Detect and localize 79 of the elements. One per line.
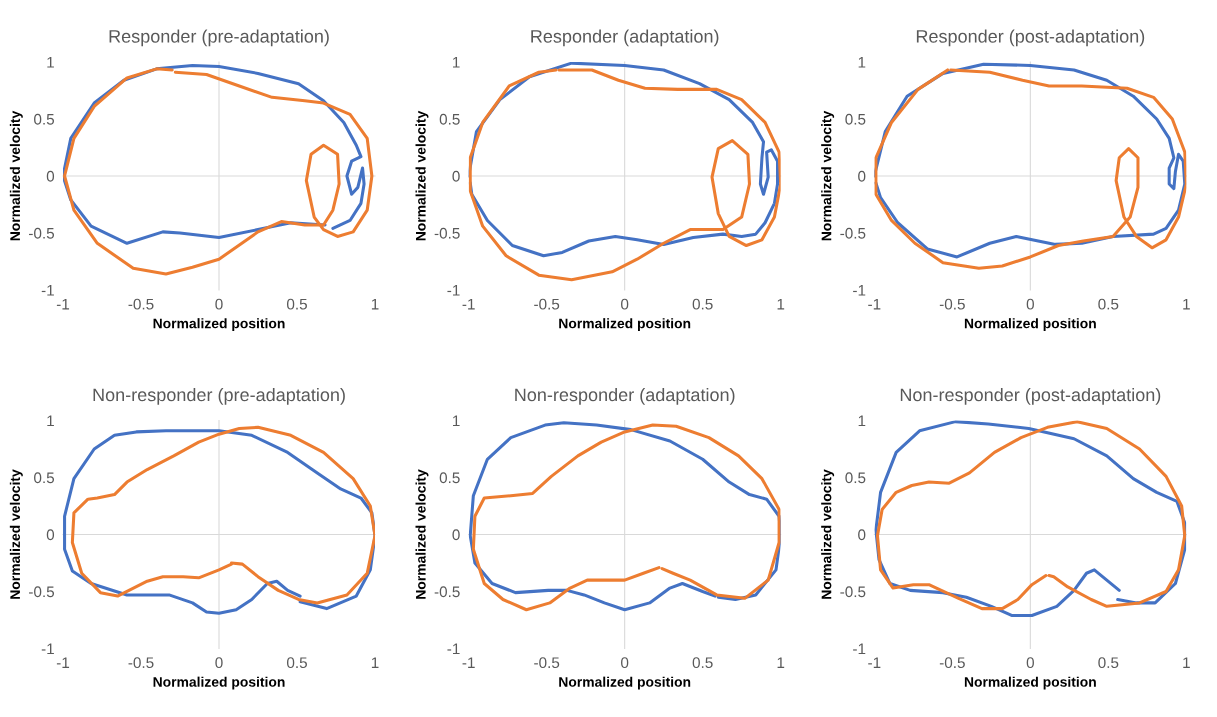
line-series (63, 67, 374, 276)
y-axis-title: Normalized velocity (9, 110, 23, 241)
x-tick-label: 0.5 (1098, 298, 1119, 310)
y-tick-label: 1 (47, 415, 54, 427)
x-axis-title: Normalized position (964, 676, 1096, 690)
y-axis-title: Normalized velocity (821, 110, 835, 241)
y-tick-label: -1 (447, 285, 460, 296)
y-tick-label: 0.5 (439, 472, 460, 484)
y-tick-label: 0.5 (845, 113, 866, 125)
y-tick-label: 0 (46, 170, 55, 182)
y-tick-label: 0.5 (34, 113, 55, 125)
y-tick-label: -0.5 (840, 227, 866, 239)
x-tick-label: 1 (1183, 657, 1190, 668)
x-tick-label: 1 (371, 298, 379, 310)
x-tick-label: 1 (777, 657, 785, 668)
chart-title: Responder (pre-adaptation) (109, 29, 329, 47)
x-axis-title: Normalized position (559, 676, 691, 690)
y-axis-title: Normalized velocity (415, 469, 429, 599)
y-tick-label: -0.5 (29, 586, 55, 598)
y-axis-title: Normalized velocity (9, 469, 23, 599)
y-tick-label: -0.5 (434, 227, 460, 239)
x-tick-label: -0.5 (534, 298, 560, 310)
y-tick-label: -0.5 (434, 586, 460, 598)
y-tick-label: 0 (452, 529, 460, 541)
y-tick-label: 0.5 (439, 113, 460, 125)
x-tick-label: -1 (868, 298, 881, 310)
y-tick-label: -0.5 (840, 586, 866, 598)
x-tick-label: 0.5 (1098, 657, 1119, 669)
x-tick-label: 0.5 (286, 298, 307, 310)
x-tick-label: -0.5 (939, 298, 965, 310)
y-tick-label: 1 (858, 57, 866, 68)
x-tick-label: 0 (1026, 657, 1034, 669)
y-tick-label: 1 (453, 57, 460, 68)
y-tick-label: -0.5 (29, 227, 55, 239)
y-tick-label: -1 (447, 643, 460, 655)
x-axis-title: Normalized position (559, 318, 691, 332)
y-axis-title: Normalized velocity (415, 110, 429, 241)
chart-title: Responder (post-adaptation) (916, 29, 1145, 47)
chart-title: Non-responder (adaptation) (515, 387, 735, 405)
chart-title: Responder (adaptation) (531, 29, 719, 47)
x-axis-title: Normalized position (964, 318, 1096, 332)
y-tick-label: 0.5 (845, 472, 866, 484)
y-tick-label: 0 (46, 529, 55, 541)
x-tick-label: -1 (462, 657, 475, 668)
x-tick-label: -1 (462, 298, 475, 310)
x-axis-title: Normalized position (153, 318, 285, 332)
x-tick-label: 0 (1026, 298, 1034, 310)
x-tick-label: 1 (371, 657, 379, 668)
y-tick-label: 0 (452, 170, 460, 182)
chart-title: Non-responder (post-adaptation) (900, 387, 1161, 405)
y-tick-label: 0.5 (34, 472, 55, 484)
x-tick-label: 0 (621, 298, 629, 310)
x-tick-label: 0 (621, 657, 629, 669)
x-tick-label: 0.5 (692, 298, 713, 310)
x-tick-label: 0 (215, 657, 223, 669)
y-tick-label: 1 (858, 415, 866, 427)
x-tick-label: -1 (56, 657, 70, 668)
y-tick-label: -1 (41, 285, 54, 296)
x-tick-label: -1 (868, 657, 881, 668)
x-axis-title: Normalized position (153, 676, 285, 690)
y-tick-label: 1 (47, 57, 54, 68)
x-tick-label: -1 (56, 298, 70, 310)
x-tick-label: 0 (215, 298, 223, 310)
x-tick-label: -0.5 (128, 657, 154, 669)
x-tick-label: 0.5 (286, 657, 307, 669)
x-tick-label: 1 (777, 298, 785, 310)
x-tick-label: -0.5 (128, 298, 154, 310)
x-tick-label: 0.5 (692, 657, 713, 669)
y-axis-title: Normalized velocity (821, 469, 835, 599)
chart-title: Non-responder (pre-adaptation) (93, 387, 345, 405)
y-tick-label: 0 (858, 170, 866, 182)
y-tick-label: 1 (453, 415, 460, 427)
y-tick-label: 0 (858, 529, 866, 541)
x-tick-label: -0.5 (939, 657, 965, 669)
x-tick-label: 1 (1183, 298, 1190, 310)
x-tick-label: -0.5 (534, 657, 560, 669)
y-tick-label: -1 (41, 643, 54, 655)
y-tick-label: -1 (853, 285, 866, 296)
y-tick-label: -1 (853, 643, 866, 655)
